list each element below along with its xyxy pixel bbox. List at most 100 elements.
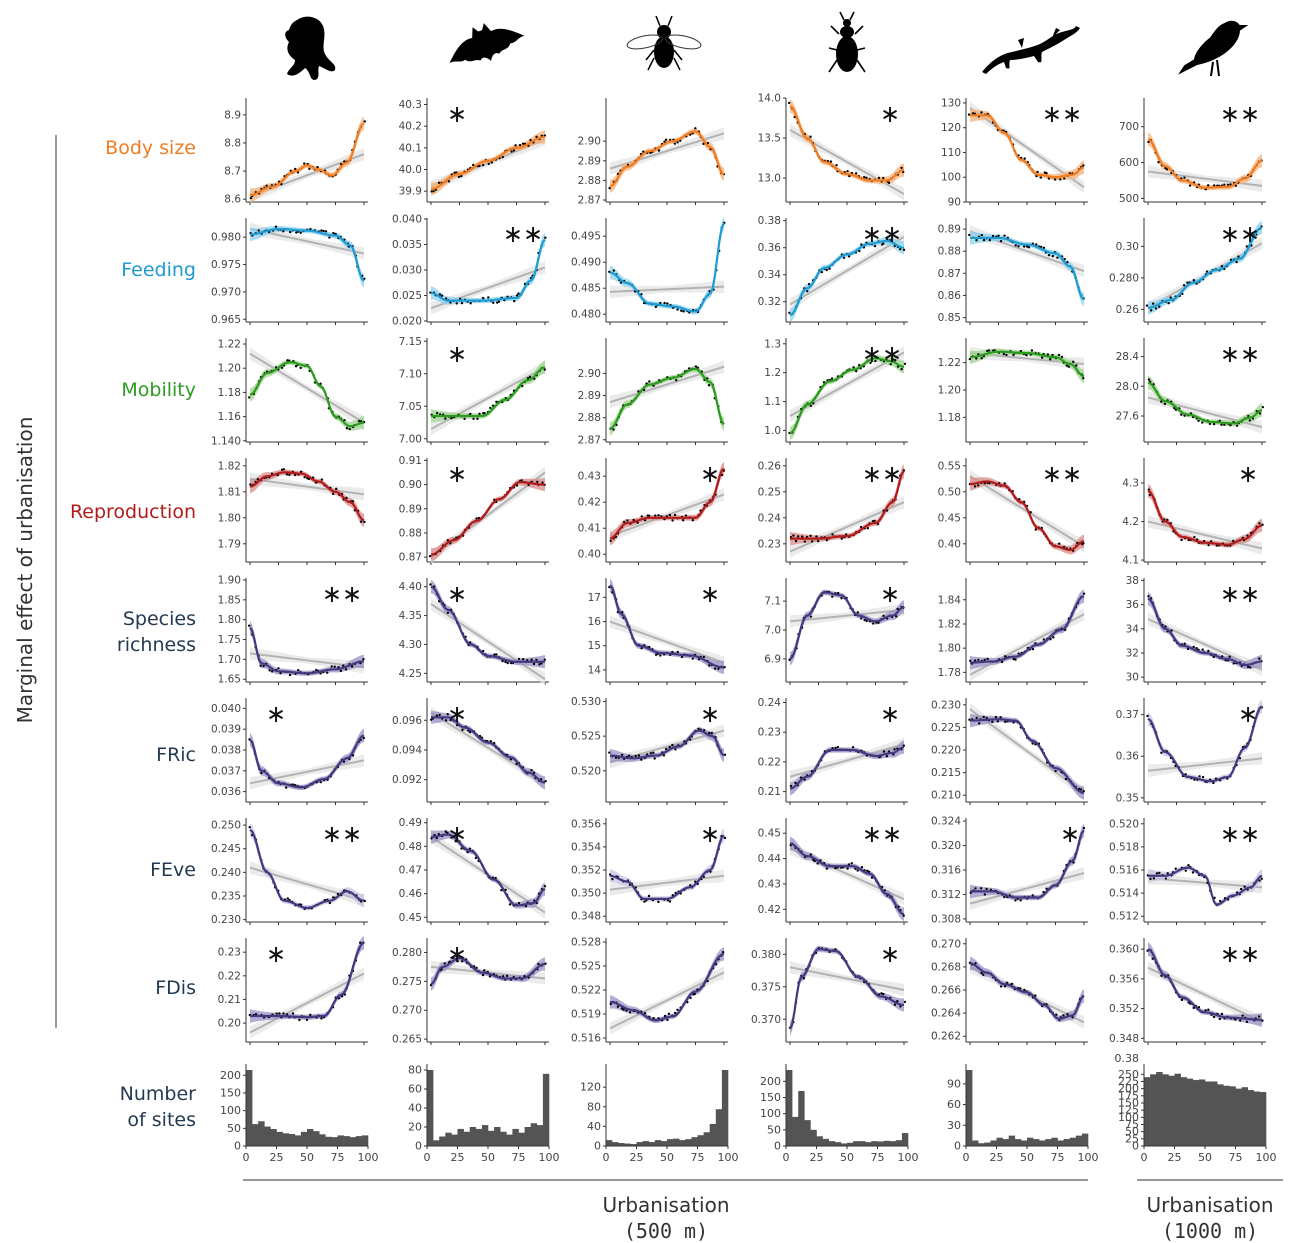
data-point (535, 658, 538, 662)
data-point (463, 417, 466, 421)
data-point (809, 534, 812, 538)
data-point (514, 144, 517, 147)
y-tick-label: 110 (941, 147, 961, 159)
panel: 0.40 0.41 0.42 0.43 ∗ (578, 458, 728, 565)
data-point (1166, 872, 1169, 875)
data-point (809, 853, 813, 856)
data-point (1187, 538, 1190, 542)
histogram-bar (1027, 1137, 1034, 1146)
data-point (975, 716, 978, 720)
data-point (1183, 642, 1186, 645)
data-point (1057, 542, 1061, 545)
data-point (1003, 234, 1006, 237)
data-point (460, 960, 464, 963)
data-point (517, 657, 521, 661)
data-point (987, 349, 991, 352)
row-label: Species richness (117, 608, 196, 656)
histogram-bar (1069, 1137, 1077, 1146)
y-tick-label: 60 (408, 1083, 422, 1096)
data-point (968, 357, 972, 361)
x-tick-label: 25 (630, 1151, 644, 1164)
data-point (460, 301, 464, 305)
row-label-line: FEve (150, 859, 196, 881)
y-tick-label: 0.970 (211, 286, 241, 298)
smooth-fit-line (430, 585, 545, 663)
data-point (495, 400, 498, 403)
data-point (1012, 353, 1015, 357)
smooth-fit-band (970, 713, 1084, 800)
histogram-bar (630, 1144, 637, 1146)
data-point (640, 758, 643, 761)
panel: 0.092 0.094 0.096 ∗ (392, 698, 549, 805)
panel: 6.9 7.0 7.1 ∗ (764, 578, 908, 685)
y-tick-label: 0.020 (392, 315, 422, 327)
data-point (668, 900, 672, 903)
histogram-bar (1174, 1073, 1181, 1146)
y-tick-label: 25 (1125, 1132, 1139, 1145)
data-point (248, 826, 251, 829)
data-point (275, 1012, 278, 1015)
data-point (535, 135, 538, 139)
data-point (659, 301, 662, 305)
data-point (625, 1009, 628, 1012)
histogram-bar (865, 1142, 872, 1146)
data-point (863, 618, 866, 622)
data-point (854, 172, 858, 175)
data-point (851, 746, 855, 749)
y-tick-label: 0.44 (758, 853, 782, 865)
y-tick-label: 0.43 (578, 471, 601, 483)
data-point (988, 238, 991, 242)
data-point (1062, 1014, 1065, 1017)
data-point (885, 755, 889, 758)
histogram-bar (1229, 1086, 1236, 1146)
data-point (1042, 890, 1045, 894)
data-point (504, 660, 507, 664)
row-label: Feeding (121, 259, 196, 281)
y-tick-label: 7.00 (399, 433, 422, 445)
data-point (288, 230, 292, 234)
data-point (247, 624, 251, 627)
x-tick-label: 100 (1078, 1151, 1099, 1164)
data-point (259, 664, 262, 667)
y-tick-label: 0.89 (938, 224, 961, 236)
y-tick-label: 0.025 (392, 290, 422, 302)
histogram: 0 30 60 90 0 25 50 75 100 (947, 1064, 1099, 1164)
data-point (977, 658, 980, 662)
row-label: Body size (105, 137, 196, 159)
row-label-line: of sites (127, 1109, 196, 1131)
y-tick-label: 50 (1125, 1125, 1139, 1138)
y-tick-label: 0.262 (931, 1031, 961, 1043)
data-point (332, 231, 335, 235)
data-point (308, 167, 311, 171)
data-point (543, 658, 546, 661)
data-point (268, 669, 271, 672)
data-point (1031, 647, 1035, 651)
data-point (1186, 281, 1189, 284)
significance-stars: ∗∗ (503, 220, 543, 248)
y-tick-label: 0.525 (571, 961, 601, 973)
data-point (432, 190, 435, 193)
data-point (1246, 665, 1250, 669)
data-point (974, 887, 977, 890)
data-point (506, 661, 509, 665)
data-point (282, 468, 286, 471)
data-point (1245, 1020, 1249, 1024)
data-point (1035, 243, 1038, 246)
data-point (649, 752, 653, 755)
data-point (1051, 353, 1054, 357)
histogram-bar (618, 1143, 625, 1146)
y-tick-label: 40.3 (399, 99, 422, 111)
histogram-bar (1168, 1075, 1175, 1146)
row-label-line: Mobility (121, 379, 196, 401)
x-tick-label: 25 (990, 1151, 1004, 1164)
row-label: Number of sites (120, 1083, 197, 1131)
y-tick-label: 0.092 (392, 774, 422, 786)
smooth-fit-line (969, 718, 1085, 795)
smooth-fit-line (609, 367, 725, 430)
bee-icon (625, 15, 703, 71)
x-tick-label: 100 (1256, 1151, 1277, 1164)
data-point (478, 164, 481, 168)
x-axis-title-1000-line1: Urbanisation (1146, 1193, 1273, 1217)
smooth-fit-line (250, 941, 365, 1019)
data-point (787, 101, 791, 105)
